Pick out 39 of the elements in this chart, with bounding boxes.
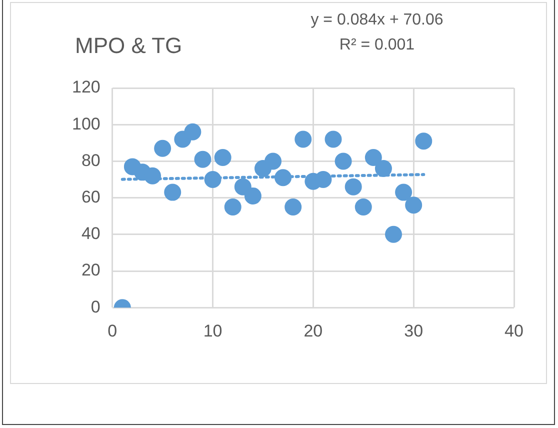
point — [415, 132, 432, 150]
point — [374, 160, 392, 178]
x-tick-label: 40 — [504, 321, 524, 340]
point — [405, 196, 422, 214]
y-tick-label: 100 — [72, 114, 100, 134]
point — [224, 198, 242, 216]
point — [385, 226, 402, 243]
point — [354, 198, 372, 216]
y-tick-label: 60 — [81, 187, 100, 206]
point — [395, 184, 412, 201]
point — [264, 152, 282, 170]
chart-title: MPO & TG — [75, 33, 182, 58]
point — [324, 130, 342, 148]
y-tick-label: 80 — [81, 150, 100, 170]
point — [274, 169, 292, 186]
point — [144, 167, 162, 184]
point — [314, 171, 332, 188]
y-tick-label: 20 — [81, 260, 100, 280]
x-tick-label: 20 — [304, 321, 323, 340]
point — [294, 130, 312, 148]
point — [344, 178, 362, 196]
text: y = 0.084x + 70.06 — [310, 11, 444, 28]
y-tick-label: 0 — [90, 297, 100, 316]
point — [334, 152, 352, 170]
point — [204, 171, 222, 188]
point — [244, 187, 262, 204]
point — [194, 150, 212, 168]
x-tick-label: 0 — [108, 321, 118, 340]
text: R² = 0.001 — [339, 36, 415, 54]
point — [184, 123, 202, 140]
point — [364, 149, 382, 166]
point — [154, 140, 172, 157]
point — [284, 198, 302, 216]
point — [214, 149, 232, 166]
y-tick-label: 120 — [72, 78, 100, 97]
y-tick-label: 40 — [81, 224, 100, 244]
point — [164, 184, 182, 201]
x-tick-label: 30 — [404, 321, 424, 340]
x-tick-label: 10 — [203, 321, 222, 340]
